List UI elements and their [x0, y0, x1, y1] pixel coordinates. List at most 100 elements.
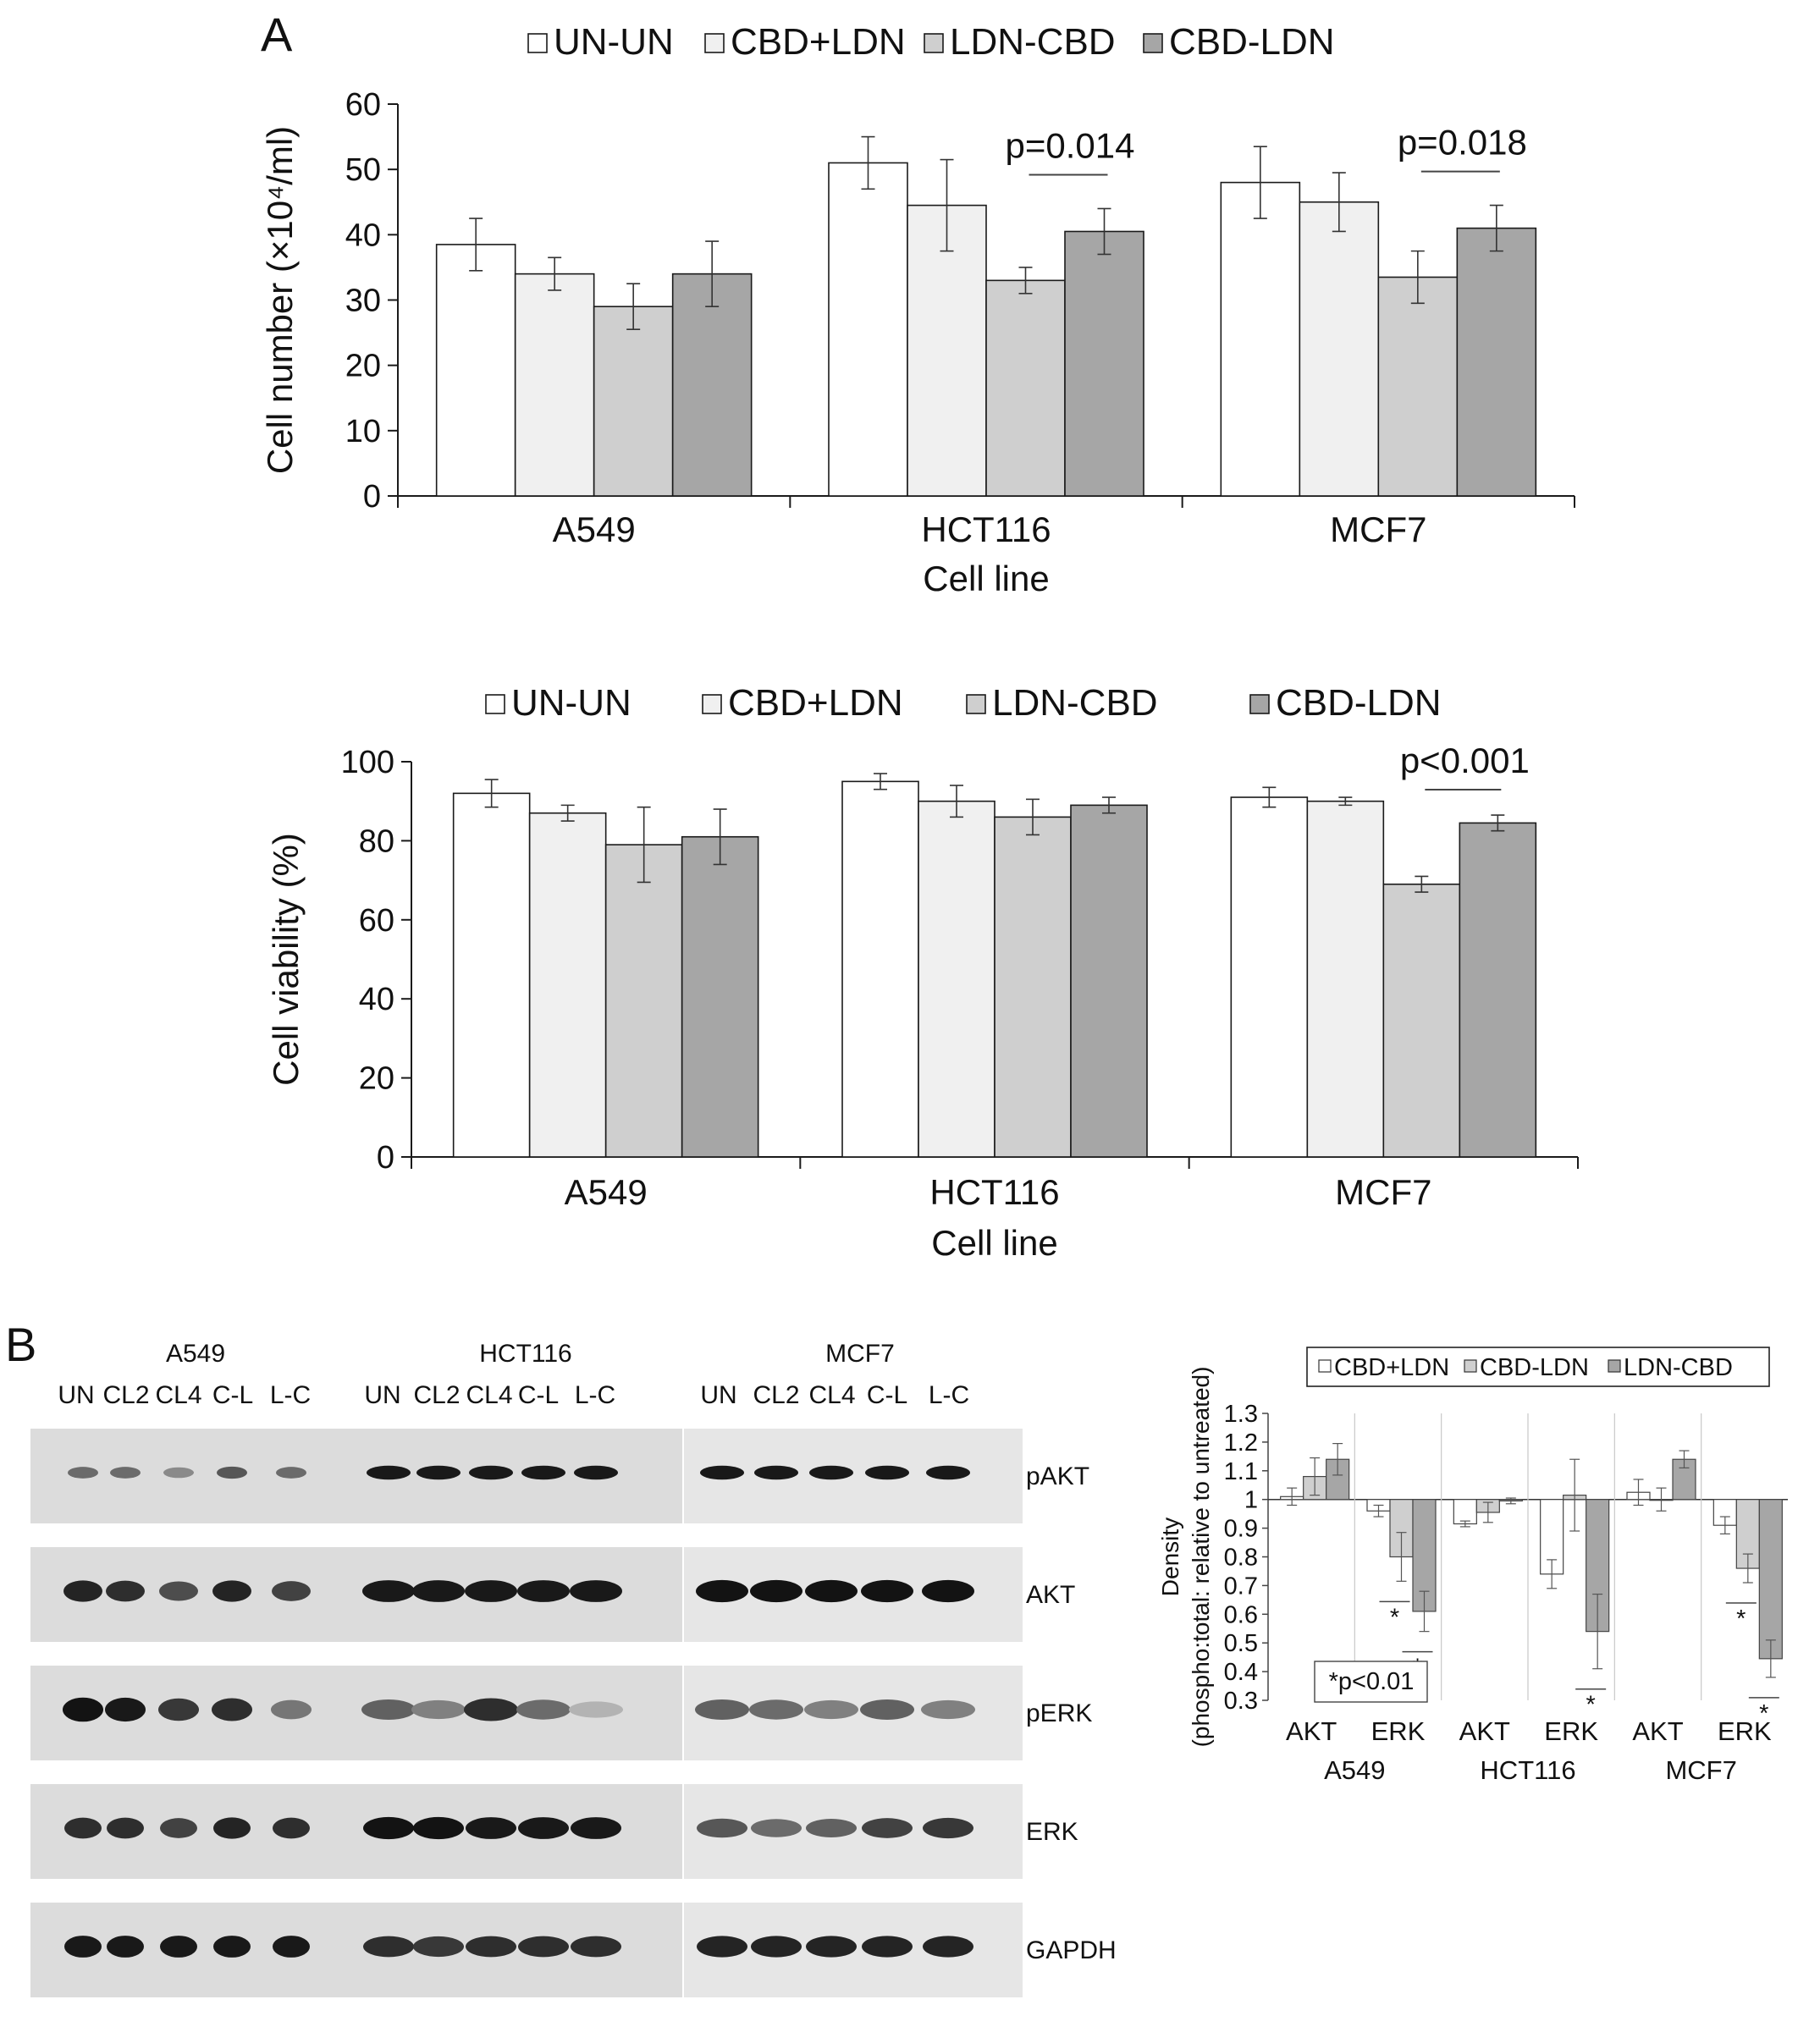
- blot-lane-label: UN: [700, 1381, 736, 1409]
- legend-swatch: [924, 33, 944, 53]
- group-label: MCF7: [1665, 1755, 1736, 1785]
- cell-number-chart: 0 10 20 30 40 50 60 A549 HCT116 MCF7 Cell line Cell…: [260, 21, 1575, 598]
- blot-band: [569, 1701, 623, 1718]
- legend-label: CBD+LDN: [1334, 1354, 1449, 1381]
- y-tick-label: 0: [363, 479, 381, 515]
- x-axis-title: Cell line: [931, 1223, 1057, 1263]
- blot-lane-label: C-L: [212, 1381, 253, 1409]
- bar: [528, 812, 607, 1158]
- bar: [593, 306, 674, 497]
- protein-label: pERK: [1026, 1699, 1092, 1727]
- blot-band: [921, 1699, 975, 1720]
- blot-band: [416, 1465, 461, 1480]
- category-label: HCT116: [921, 510, 1051, 549]
- bar: [452, 792, 531, 1158]
- bar: [1382, 883, 1461, 1158]
- blot-lane-label: CL2: [102, 1381, 149, 1409]
- blot-band: [751, 1936, 802, 1958]
- blot-band: [107, 1817, 144, 1839]
- y-tick-label: 40: [359, 982, 394, 1017]
- significance-marker: *: [1759, 1700, 1768, 1727]
- y-tick-label: 20: [359, 1061, 394, 1097]
- bar: [1070, 804, 1148, 1158]
- blot-band: [63, 1697, 103, 1722]
- y-tick-label: 1.1: [1224, 1458, 1258, 1485]
- blot-band: [64, 1936, 102, 1958]
- blot-band: [923, 1936, 973, 1958]
- bar: [604, 844, 683, 1158]
- blot-band: [574, 1465, 618, 1480]
- blot-band: [412, 1580, 465, 1602]
- bar: [1459, 822, 1537, 1158]
- blot-band: [212, 1698, 252, 1721]
- y-tick-label: 1.3: [1224, 1401, 1258, 1428]
- y-tick-label: 0.7: [1224, 1573, 1258, 1600]
- bar: [435, 244, 516, 497]
- blot-band: [806, 1936, 857, 1958]
- blot-band: [923, 1817, 973, 1839]
- protein-label: GAPDH: [1026, 1936, 1117, 1964]
- blot-band: [217, 1466, 247, 1479]
- y-tick-label: 60: [345, 87, 381, 123]
- blot-band: [466, 1817, 516, 1839]
- blot-band: [516, 1699, 571, 1720]
- bar: [1758, 1499, 1783, 1660]
- blot-band: [926, 1465, 970, 1480]
- blot-band: [754, 1465, 798, 1480]
- blot-band: [361, 1699, 416, 1720]
- y-tick-label: 0.6: [1224, 1601, 1258, 1628]
- legend-label: CBD-LDN: [1276, 682, 1442, 724]
- legend-label: LDN-CBD: [992, 682, 1158, 724]
- blot-band: [571, 1936, 621, 1958]
- category-label: ERK: [1718, 1716, 1772, 1746]
- blot-band: [363, 1816, 414, 1840]
- legend-swatch: [1464, 1359, 1477, 1373]
- bar: [1377, 276, 1459, 497]
- legend-label: CBD+LDN: [728, 682, 903, 724]
- blot-lane-label: UN: [364, 1381, 400, 1409]
- legend-label: CBD-LDN: [1169, 21, 1335, 63]
- blot-band: [68, 1467, 98, 1479]
- y-tick-label: 1.2: [1224, 1429, 1258, 1457]
- blot-band: [469, 1465, 513, 1480]
- legend-label: LDN-CBD: [1624, 1354, 1733, 1381]
- blot-lane-label: L-C: [575, 1381, 615, 1409]
- significance-marker: *: [1736, 1606, 1746, 1633]
- bar: [994, 816, 1072, 1158]
- blot-band: [695, 1699, 749, 1720]
- category-label: ERK: [1371, 1716, 1426, 1746]
- blot-band: [273, 1817, 310, 1839]
- y-tick-label: 0.8: [1224, 1545, 1258, 1572]
- blot-band: [271, 1699, 312, 1720]
- bar: [985, 279, 1066, 497]
- blot-band: [107, 1936, 144, 1958]
- category-label: AKT: [1632, 1716, 1683, 1746]
- blot-band: [697, 1936, 747, 1958]
- blot-band: [749, 1699, 803, 1720]
- legend-swatch: [704, 33, 725, 53]
- p-value-note: *p<0.01: [1329, 1668, 1415, 1695]
- blot-band: [922, 1579, 974, 1603]
- blot-band: [63, 1580, 102, 1602]
- blot-lane-label: CL2: [753, 1381, 799, 1409]
- y-axis-title: Cell number (×10⁴/ml): [260, 126, 300, 474]
- blot-strip: [361, 1429, 682, 1523]
- y-tick-label: 0: [377, 1140, 394, 1176]
- blot-band: [411, 1699, 466, 1720]
- protein-label: AKT: [1026, 1581, 1075, 1609]
- blot-band: [160, 1936, 197, 1958]
- category-label: MCF7: [1330, 510, 1426, 549]
- blot-band: [276, 1467, 306, 1479]
- y-tick-label: 50: [345, 152, 381, 188]
- blot-band: [64, 1817, 102, 1839]
- protein-label: pAKT: [1026, 1462, 1089, 1490]
- group-label: HCT116: [1480, 1755, 1575, 1785]
- legend-swatch: [966, 694, 986, 714]
- legend-box: [1306, 1347, 1770, 1387]
- blot-lane-label: CL4: [808, 1381, 855, 1409]
- legend-swatch: [1143, 33, 1163, 53]
- blot-band: [413, 1936, 464, 1958]
- legend-swatch: [527, 33, 548, 53]
- y-tick-label: 40: [345, 218, 381, 253]
